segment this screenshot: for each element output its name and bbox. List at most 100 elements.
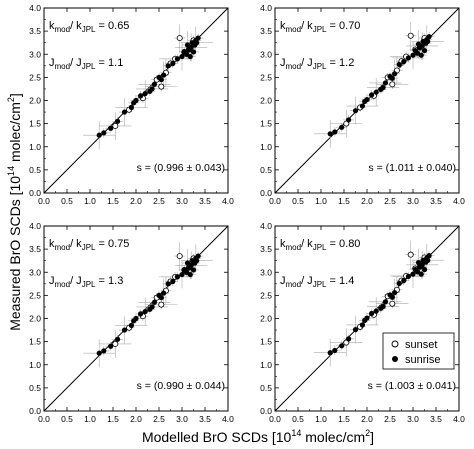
sunrise-point: [359, 322, 365, 328]
slope-label: s = (1.011 ± 0.040): [368, 162, 456, 174]
sunrise-point: [327, 350, 333, 356]
sunrise-point: [405, 55, 411, 61]
y-tick-label: 4.0: [260, 3, 272, 13]
sunrise-point: [410, 52, 416, 58]
y-tick-label: 1.0: [29, 142, 41, 152]
j-ratio-label-part-0: J: [280, 275, 286, 287]
j-ratio-label: Jmod/ JJPL = 1.2: [280, 57, 354, 71]
y-tick-label: 1.0: [260, 142, 272, 152]
x-tick-label: 1.5: [107, 414, 119, 424]
sunrise-point: [418, 271, 424, 277]
sunrise-point: [187, 271, 193, 278]
legend-box: [382, 332, 455, 370]
y-tick-label: 2.0: [260, 314, 272, 324]
sunrise-point: [151, 299, 157, 305]
sunset-point: [112, 122, 119, 129]
sunrise-point: [396, 61, 402, 68]
sunrise-point: [158, 77, 164, 83]
sunrise-point: [170, 60, 176, 67]
j-ratio-label: Jmod/ JJPL = 1.1: [49, 57, 123, 71]
sunrise-point: [392, 71, 398, 77]
k-ratio-label-part-0: k: [280, 238, 286, 250]
k-ratio-label-part-2: / k: [70, 238, 82, 250]
sunrise-point: [101, 348, 107, 354]
sunrise-point: [373, 89, 379, 95]
x-tick-label: 4.0: [453, 196, 465, 206]
sunset-point: [407, 251, 414, 258]
sunrise-point: [405, 273, 411, 280]
y-axis-title-sq: 2: [6, 97, 16, 102]
k-ratio-label: kmod/ kJPL = 0.70: [280, 20, 360, 34]
j-ratio-label-part-4: = 1.2: [326, 57, 354, 69]
x-tick-label: 1.5: [107, 196, 119, 206]
x-tick-label: 3.5: [199, 196, 211, 206]
sunrise-point: [389, 75, 395, 81]
x-tick-label: 0.0: [269, 196, 281, 206]
sunrise-point: [195, 253, 201, 259]
j-ratio-label-part-2: / J: [301, 57, 313, 69]
x-tick-label: 2.0: [130, 196, 142, 206]
y-tick-label: 1.0: [29, 360, 41, 370]
x-tick-label: 0.5: [292, 196, 304, 206]
legend-sunrise-marker: [392, 356, 398, 362]
k-ratio-label-part-4: = 0.80: [326, 238, 360, 250]
j-ratio-label-part-0: J: [49, 275, 55, 287]
j-ratio-label-part-4: = 1.4: [326, 275, 354, 287]
k-ratio-label-part-2: / k: [301, 238, 313, 250]
x-tick-label: 2.5: [384, 196, 396, 206]
x-tick-label: 2.5: [153, 196, 165, 206]
sunrise-point: [149, 304, 155, 310]
sunrise-point: [194, 258, 200, 264]
k-ratio-label-part-0: k: [280, 20, 286, 32]
sunrise-point: [418, 52, 424, 58]
y-tick-label: 3.5: [260, 244, 272, 254]
y-tick-label: 1.5: [260, 337, 272, 347]
x-axis-title-sq: 2: [365, 428, 370, 438]
x-tick-label: 4.0: [222, 196, 234, 206]
legend-sunset-label: sunset: [405, 339, 437, 351]
y-tick-label: 3.0: [260, 267, 272, 277]
sunrise-point: [138, 93, 144, 99]
sunrise-point: [142, 90, 148, 97]
x-tick-label: 3.5: [430, 414, 442, 424]
y-tick-label: 1.5: [29, 119, 41, 129]
k-ratio-label-part-4: = 0.70: [326, 20, 360, 32]
sunrise-point: [426, 34, 432, 40]
slope-label: s = (0.996 ± 0.043): [137, 162, 225, 174]
j-ratio-label-part-2: / J: [301, 275, 313, 287]
sunrise-point: [339, 124, 345, 130]
sunrise-point: [179, 271, 185, 278]
x-tick-label: 1.5: [338, 414, 350, 424]
j-ratio-label-part-3: JPL: [82, 280, 96, 289]
y-tick-label: 0.5: [260, 383, 272, 393]
sunrise-point: [96, 350, 102, 356]
sunrise-point: [369, 310, 375, 317]
x-tick-label: 0.5: [292, 414, 304, 424]
sunrise-point: [380, 303, 386, 310]
sunset-point: [389, 300, 396, 307]
j-ratio-label-part-4: = 1.1: [95, 57, 123, 69]
k-ratio-label-part-1: mod: [286, 25, 302, 34]
sunrise-point: [194, 40, 200, 46]
sunrise-point: [184, 260, 191, 266]
panels: 0.00.00.50.51.01.01.51.52.02.02.52.53.03…: [29, 3, 465, 424]
sunset-point: [158, 83, 165, 90]
sunrise-point: [190, 49, 197, 55]
k-ratio-label-part-0: k: [49, 20, 55, 32]
j-ratio-label-part-0: J: [49, 57, 55, 69]
y-tick-label: 2.5: [260, 72, 272, 82]
x-axis-title-main: Modelled BrO SCDs [10: [142, 429, 292, 445]
sunrise-point: [121, 109, 128, 115]
j-ratio-label: Jmod/ JJPL = 1.3: [49, 275, 123, 289]
sunrise-point: [421, 266, 428, 273]
sunrise-point: [332, 129, 338, 135]
x-tick-label: 3.5: [199, 414, 211, 424]
sunrise-point: [426, 253, 432, 259]
y-tick-label: 0.5: [29, 165, 41, 175]
x-tick-label: 0.5: [61, 414, 73, 424]
x-tick-label: 3.0: [407, 414, 419, 424]
y-tick-label: 2.5: [260, 290, 272, 300]
j-ratio-label-part-3: JPL: [313, 62, 327, 71]
x-tick-label: 3.0: [176, 414, 188, 424]
y-tick-label: 4.0: [260, 221, 272, 231]
